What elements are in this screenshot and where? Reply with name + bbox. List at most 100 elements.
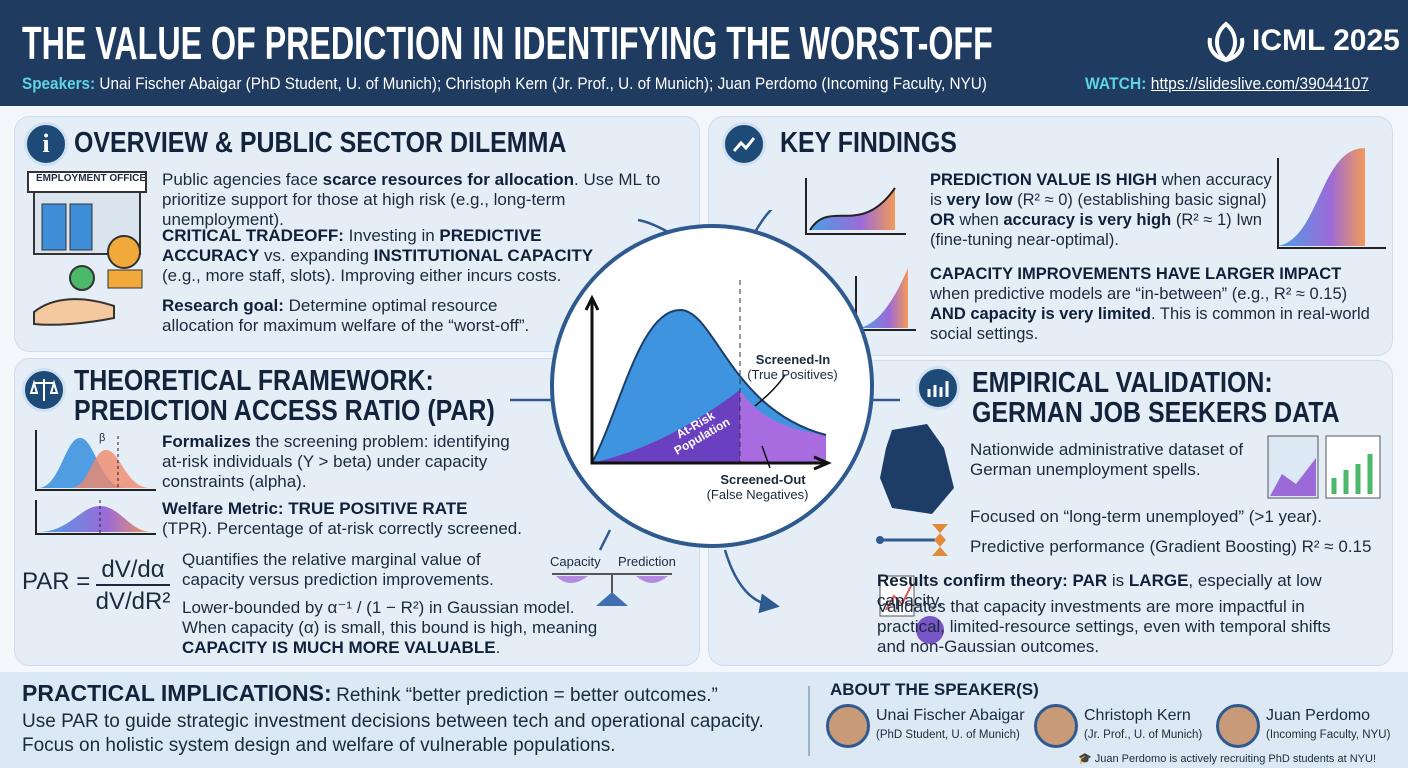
formula-lhs: PAR = bbox=[22, 568, 91, 595]
bottom-band bbox=[0, 672, 1408, 768]
recruiting-note: 🎓 Juan Perdomo is actively recruiting Ph… bbox=[1078, 753, 1377, 765]
framework-title: THEORETICAL FRAMEWORK: bbox=[74, 365, 434, 397]
speaker-role: (Jr. Prof., U. of Munich) bbox=[1084, 729, 1203, 741]
paragraph: Formalizes the screening problem: identi… bbox=[162, 432, 532, 492]
formula-denominator: dV/dR² bbox=[95, 588, 171, 615]
url[interactable]: https://slideslive.com/39044107 bbox=[1150, 74, 1369, 93]
bold-text: Research goal: bbox=[162, 296, 284, 315]
chart-icon bbox=[722, 122, 766, 166]
paragraph: Quantifies the relative marginal value o… bbox=[182, 550, 522, 590]
balance-illustration bbox=[552, 573, 672, 606]
distribution-plots bbox=[35, 430, 156, 535]
speakers-label: Speakers: bbox=[22, 74, 96, 93]
paragraph: CRITICAL TRADEOFF: Investing in PREDICTI… bbox=[162, 226, 632, 286]
findings-title: KEY FINDINGS bbox=[780, 127, 957, 159]
central-diagram bbox=[510, 210, 900, 620]
paragraph: Research goal: Determine optimal resourc… bbox=[162, 296, 562, 336]
screened-out-sub: (False Negatives) bbox=[706, 487, 809, 502]
text: when bbox=[954, 211, 1004, 229]
bold-text: accuracy is very high bbox=[1003, 211, 1172, 229]
title: THE VALUE OF PREDICTION IN IDENTIFYING T… bbox=[22, 17, 993, 69]
bold-text: Results confirm theory: PAR bbox=[877, 571, 1108, 590]
paragraph: CAPACITY IMPROVEMENTS HAVE LARGER IMPACT… bbox=[930, 264, 1370, 344]
speaker-role: (PhD Student, U. of Munich) bbox=[876, 729, 1020, 741]
empirical-illustrations bbox=[876, 424, 1381, 644]
conference: ICML 2025 bbox=[1252, 24, 1400, 57]
header bbox=[0, 0, 1408, 106]
speakers-title: ABOUT THE SPEAKER(S) bbox=[830, 680, 1039, 699]
implications-heading: PRACTICAL IMPLICATIONS: Rethink “better … bbox=[22, 680, 718, 707]
screened-out: Screened-Out bbox=[720, 472, 806, 487]
implication-line: Use PAR to guide strategic investment de… bbox=[22, 711, 764, 732]
paragraph: Lower-bounded by α⁻¹ / (1 − R²) in Gauss… bbox=[182, 598, 602, 658]
note: Juan Perdomo is actively recruiting PhD … bbox=[1094, 753, 1377, 765]
paragraph: Public agencies face scarce resources fo… bbox=[162, 170, 692, 230]
scale-icon bbox=[22, 368, 66, 412]
speaker-name: Unai Fischer Abaigar bbox=[876, 707, 1025, 724]
bold-text: CRITICAL TRADEOFF: bbox=[162, 226, 344, 245]
implications-title: PRACTICAL IMPLICATIONS: bbox=[22, 680, 332, 706]
findings-charts bbox=[805, 148, 1386, 331]
text: Validates that capacity investments are … bbox=[877, 597, 1331, 656]
bold-text: CAPACITY IS MUCH MORE VALUABLE bbox=[182, 638, 496, 657]
speakers-line: Speakers: Unai Fischer Abaigar (PhD Stud… bbox=[22, 74, 987, 94]
watch-line: WATCH: https://slideslive.com/39044107 bbox=[1085, 74, 1369, 94]
speakers: Unai Fischer Abaigar (PhD Student, U. of… bbox=[99, 74, 987, 93]
screened-in: Screened-In bbox=[755, 352, 831, 367]
paragraph: PREDICTION VALUE IS HIGH when accuracy i… bbox=[930, 170, 1280, 250]
paragraph: Predictive performance (Gradient Boostin… bbox=[970, 537, 1380, 557]
bold-text: scarce resources for allocation bbox=[322, 170, 574, 189]
text: (R² ≈ 1) Iwn (fine-tuning near-optimal). bbox=[930, 211, 1262, 249]
paragraph: Results confirm theory: PAR is LARGE, es… bbox=[877, 571, 1387, 611]
text: Investing in bbox=[343, 226, 440, 245]
bold-text: very low bbox=[946, 191, 1013, 209]
text: Quantifies the relative marginal value o… bbox=[182, 550, 494, 589]
office-sign: EMPLOYMENT OFFICE bbox=[36, 173, 146, 184]
paragraph: Welfare Metric: TRUE POSITIVE RATE (TPR)… bbox=[162, 499, 522, 539]
bold-text: PREDICTION VALUE IS HIGH bbox=[930, 171, 1158, 189]
scale-label: Prediction bbox=[618, 554, 676, 569]
text: Lower-bounded by α⁻¹ / (1 − R²) in Gauss… bbox=[182, 598, 598, 637]
conference-logo bbox=[1207, 21, 1245, 63]
text: Focused on “long-term unemployed” (>1 ye… bbox=[970, 507, 1322, 526]
bold-text: CAPACITY IMPROVEMENTS HAVE LARGER IMPACT bbox=[930, 265, 1342, 283]
text: (R² ≈ 0) (establishing basic signal) bbox=[1012, 191, 1267, 209]
text: vs. expanding bbox=[259, 246, 374, 265]
framework-title: PREDICTION ACCESS RATIO (PAR) bbox=[74, 395, 495, 427]
beta-label: β bbox=[99, 432, 106, 444]
text: Public agencies face bbox=[162, 170, 323, 189]
bold-text: INSTITUTIONAL CAPACITY bbox=[373, 246, 594, 265]
text: Predictive performance (Gradient Boostin… bbox=[970, 537, 1372, 556]
text: (e.g., more staff, slots). Improving eit… bbox=[162, 266, 562, 285]
bar-icon bbox=[916, 366, 960, 410]
bold-text: Welfare Metric: TRUE POSITIVE RATE bbox=[162, 499, 468, 518]
paragraph: Nationwide administrative dataset of Ger… bbox=[970, 440, 1270, 480]
empirical-title: EMPIRICAL VALIDATION: bbox=[972, 367, 1273, 399]
paragraph: Validates that capacity investments are … bbox=[877, 597, 1357, 657]
bold-text: OR bbox=[930, 211, 955, 229]
formula-numerator: dV/dα bbox=[96, 556, 170, 586]
bold-text: PREDICTIVE ACCURACY bbox=[162, 226, 542, 265]
divider bbox=[808, 686, 810, 756]
scale-label: Capacity bbox=[550, 554, 601, 569]
speaker-name: Christoph Kern bbox=[1084, 707, 1191, 724]
screened-in-sub: (True Positives) bbox=[747, 367, 838, 382]
text: the screening problem: identifying at-ri… bbox=[162, 432, 510, 491]
text: . bbox=[495, 638, 501, 657]
watch-label: WATCH: bbox=[1085, 74, 1147, 93]
avatar bbox=[1034, 704, 1078, 748]
speaker-name: Juan Perdomo bbox=[1266, 707, 1371, 724]
bold-text: Formalizes bbox=[162, 432, 251, 451]
overview-title: OVERVIEW & PUBLIC SECTOR DILEMMA bbox=[74, 127, 567, 159]
text: is bbox=[1107, 571, 1129, 590]
paragraph: Focused on “long-term unemployed” (>1 ye… bbox=[970, 507, 1370, 527]
avatar bbox=[1216, 704, 1260, 748]
text: . This is common in real-world social se… bbox=[930, 305, 1370, 343]
bold-text: AND capacity is very limited bbox=[930, 305, 1152, 323]
text: Nationwide administrative dataset of Ger… bbox=[970, 440, 1244, 479]
text: when predictive models are “in-between” … bbox=[930, 285, 1348, 303]
text: Determine optimal resource allocation fo… bbox=[162, 296, 530, 335]
avatar bbox=[826, 704, 870, 748]
bold-text: LARGE bbox=[1128, 571, 1189, 590]
